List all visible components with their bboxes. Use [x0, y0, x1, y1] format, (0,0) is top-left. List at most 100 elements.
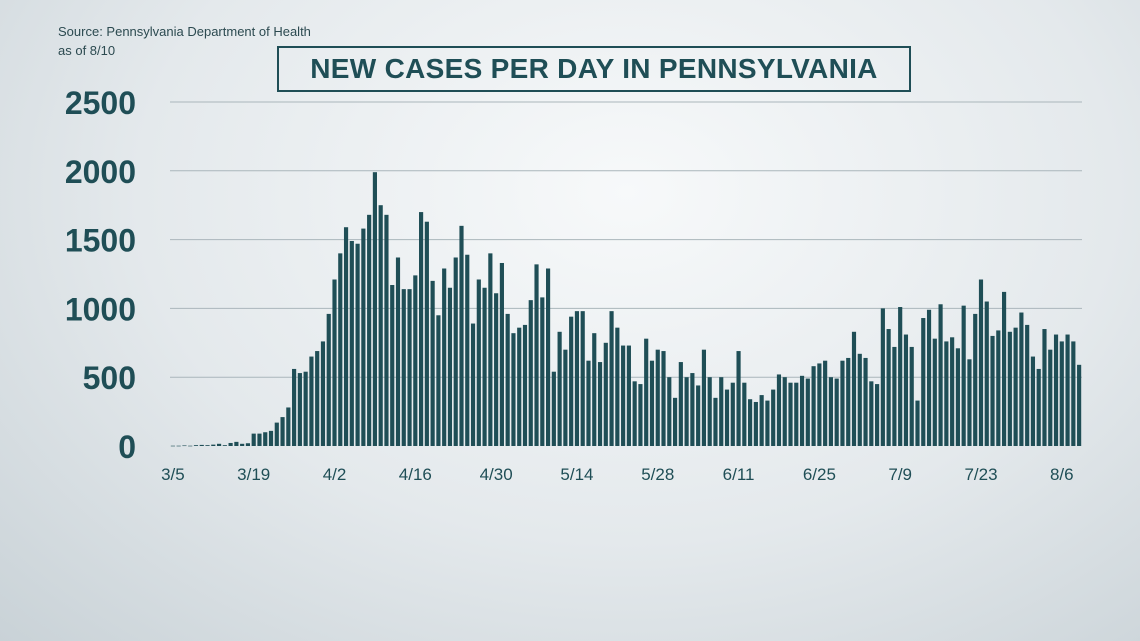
bar: [603, 342, 608, 446]
gridlines: [170, 101, 1082, 378]
bar: [978, 279, 984, 446]
bar: [649, 360, 655, 446]
bar: [488, 253, 493, 446]
bar: [696, 385, 701, 446]
bar: [811, 366, 816, 446]
bar: [367, 214, 372, 446]
bar: [713, 397, 718, 446]
bar: [950, 337, 955, 446]
bar: [193, 445, 199, 446]
bar: [730, 382, 735, 446]
x-tick-label: 4/30: [480, 465, 513, 484]
bar: [251, 433, 256, 446]
bar: [378, 205, 383, 446]
bar: [257, 433, 262, 446]
bar: [973, 313, 978, 446]
bar: [661, 351, 666, 446]
bar: [794, 382, 799, 446]
bar: [424, 221, 429, 446]
bar: [909, 346, 914, 446]
bar: [828, 377, 833, 446]
bar: [240, 443, 245, 446]
bar: [315, 351, 320, 446]
bar: [419, 212, 424, 446]
bar: [332, 279, 337, 446]
bar: [222, 445, 227, 446]
bar: [667, 377, 672, 446]
x-tick-label: 5/14: [560, 465, 593, 484]
bar: [586, 360, 591, 446]
x-tick-label: 3/5: [161, 465, 185, 484]
y-tick-label: 1000: [65, 291, 136, 327]
x-tick-label: 8/6: [1050, 465, 1074, 484]
bar: [176, 445, 181, 447]
bar: [851, 331, 857, 446]
bar: [1030, 356, 1036, 446]
x-tick-label: 3/19: [237, 465, 270, 484]
bar: [309, 356, 314, 446]
bar: [742, 382, 747, 446]
bar: [349, 240, 354, 446]
bar: [569, 316, 574, 446]
bar: [863, 357, 868, 446]
bar: [984, 301, 989, 446]
bar: [1002, 291, 1007, 446]
bar: [1071, 341, 1076, 446]
bar: [303, 371, 308, 446]
bar: [846, 357, 851, 446]
bar: [494, 293, 499, 446]
bar: [857, 353, 862, 446]
bar: [436, 315, 441, 446]
bar: [413, 275, 418, 446]
bar: [1053, 334, 1059, 446]
bar: [1059, 341, 1064, 446]
bar: [892, 346, 897, 446]
bar: [546, 268, 551, 446]
x-axis-ticks: 3/5 3/19 4/2 4/16 4/30 5/14 5/28 6/11 6/25 7/9 7/2…: [161, 465, 1074, 484]
bar: [799, 375, 805, 446]
bar: [465, 254, 470, 446]
bar: [228, 442, 233, 446]
bar: [840, 360, 845, 446]
bar: [996, 330, 1001, 446]
bar: [1048, 349, 1053, 446]
bar: [453, 257, 458, 446]
bar: [748, 399, 753, 446]
bar: [274, 422, 279, 446]
y-tick-label: 2000: [65, 154, 136, 190]
bar: [292, 368, 297, 446]
bar: [719, 377, 724, 446]
bar: [609, 311, 614, 446]
bar: [297, 373, 302, 446]
bar: [361, 228, 366, 446]
y-tick-label: 500: [83, 360, 136, 396]
bar: [926, 309, 932, 446]
bar: [390, 285, 395, 446]
bar: [280, 417, 285, 446]
bar: [263, 432, 268, 446]
y-axis-ticks: 0 500 1000 1500 2000 2500: [65, 85, 136, 465]
bar: [834, 378, 839, 446]
bar: [1036, 368, 1041, 446]
y-tick-label: 1500: [65, 223, 136, 259]
as-of-date: as of 8/10: [58, 43, 116, 58]
bar: [407, 289, 412, 446]
bar: [1042, 329, 1047, 446]
bar: [805, 378, 810, 446]
source-note: Source: Pennsylvania Department of Healt…: [58, 22, 311, 60]
bar: [597, 362, 603, 446]
bar: [355, 243, 360, 446]
bar: [759, 395, 764, 446]
bar: [817, 363, 822, 446]
bar: [765, 400, 770, 446]
bar: [626, 345, 631, 446]
bar: [736, 351, 741, 446]
bar: [1025, 324, 1030, 446]
bar: [338, 253, 343, 446]
bar: [268, 430, 274, 446]
bar: [245, 443, 251, 446]
bar: [1019, 312, 1024, 446]
x-tick-label: 6/11: [723, 465, 755, 484]
bar: [216, 443, 222, 446]
chart-title: NEW CASES PER DAY IN PENNSYLVANIA: [310, 53, 878, 84]
